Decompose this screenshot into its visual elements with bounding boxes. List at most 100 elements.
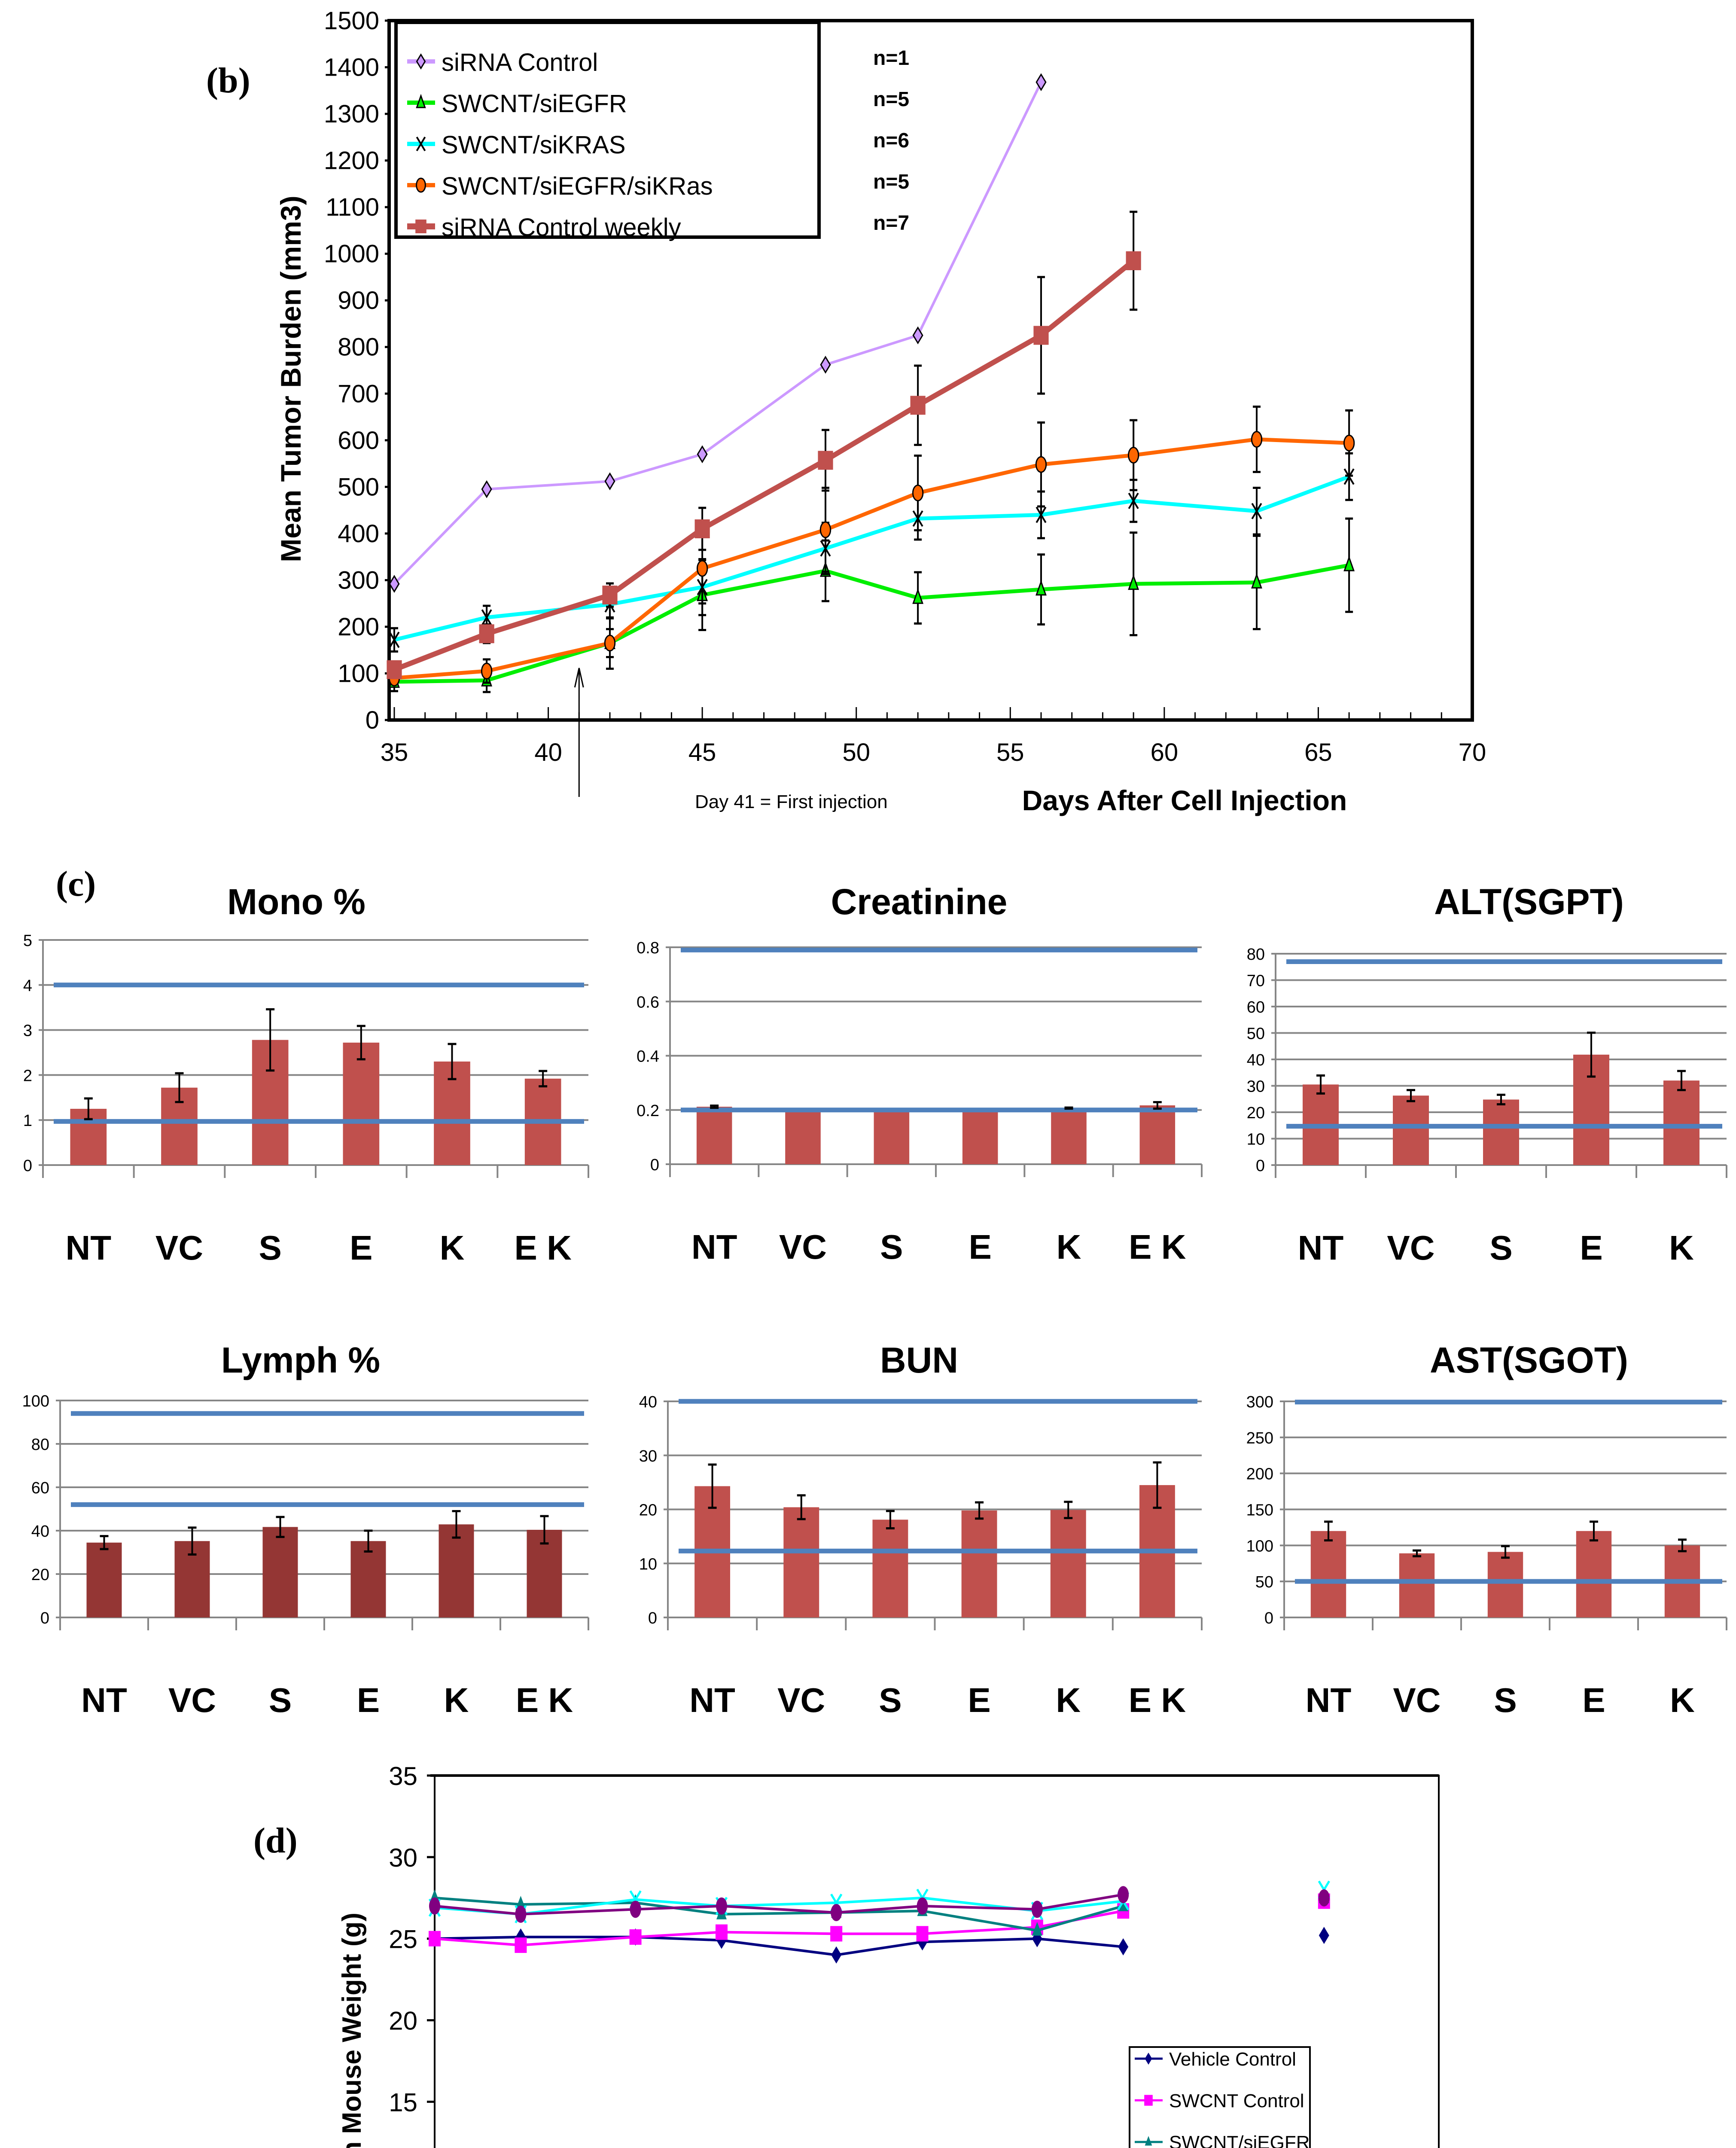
y-tick-label: 10 [639, 1555, 657, 1573]
data-point [1035, 456, 1047, 473]
panel-label-c: (c) [56, 864, 96, 904]
legend-marker-icon [415, 220, 426, 233]
data-point [1036, 73, 1047, 92]
y-tick-label: 30 [1247, 1078, 1265, 1096]
y-tick-label: 150 [1246, 1501, 1273, 1519]
category-label: E [357, 1681, 380, 1719]
category-label: E K [516, 1681, 573, 1719]
bar [1487, 1552, 1523, 1617]
y-tick-label: 30 [639, 1447, 657, 1465]
y-tick-label-d: 20 [389, 2007, 417, 2035]
y-tick-label: 20 [1247, 1104, 1265, 1122]
series-vehicle-control [429, 1927, 1329, 1964]
y-tick-label: 50 [1247, 1025, 1265, 1043]
y-tick-label-d: 25 [389, 1925, 417, 1954]
data-point [912, 588, 924, 604]
category-label: K [1670, 1681, 1695, 1719]
category-label: NT [689, 1681, 735, 1719]
y-tick-label: 20 [31, 1566, 49, 1584]
y-tick-label: 200 [1246, 1465, 1273, 1483]
data-point [629, 1929, 642, 1945]
data-point [1343, 555, 1355, 571]
series-line [434, 1896, 1124, 1916]
data-point [831, 1946, 842, 1964]
data-point [1118, 1897, 1129, 1911]
data-point [481, 609, 492, 626]
legend-b: siRNA Control n=1 SWCNT/siEGFR n=5 SWCNT/siK… [394, 21, 909, 241]
legend-label: SWCNT/siEGFR [1169, 2132, 1310, 2148]
y-tick-label-d: 15 [389, 2088, 417, 2117]
data-point [630, 1901, 641, 1918]
x-tick-label-b: 35 [381, 738, 408, 766]
y-tick-label-b: 900 [338, 287, 379, 314]
subchart-mono-: Mono % 0 1 2 3 4 5 NT VC S E K E K [23, 882, 589, 1267]
data-point [916, 1926, 929, 1942]
category-label: S [1494, 1681, 1517, 1719]
data-point [1319, 1927, 1329, 1944]
y-tick-label: 0.6 [637, 993, 659, 1011]
category-label: NT [66, 1229, 112, 1267]
legend-label: siRNA Control [442, 49, 598, 76]
bar [86, 1542, 122, 1617]
data-point [1128, 574, 1139, 590]
subchart-alt-sgpt-: ALT(SGPT) 0 10 20 30 40 50 60 70 80 NT VC S E K [1247, 882, 1727, 1267]
x-tick-label-b: 50 [842, 738, 870, 766]
category-label: E [968, 1681, 990, 1719]
y-tick-label: 5 [23, 932, 32, 950]
data-point [716, 1897, 727, 1915]
bar [439, 1524, 474, 1617]
y-tick-label-b: 600 [338, 427, 379, 455]
series-line [393, 475, 1350, 642]
data-point [917, 1897, 928, 1915]
y-tick-label-b: 1000 [324, 240, 379, 268]
category-label: VC [777, 1681, 825, 1719]
category-label: E K [1129, 1681, 1186, 1719]
bar [1051, 1108, 1087, 1164]
y-tick-label-b: 100 [338, 659, 379, 687]
data-point [481, 480, 492, 498]
series-swcnt-sikras [389, 452, 1355, 653]
data-point [515, 1937, 527, 1953]
category-label: VC [155, 1229, 203, 1267]
x-tick-label-b: 60 [1151, 738, 1179, 766]
y-tick-label: 0 [23, 1157, 32, 1175]
category-label: VC [168, 1681, 216, 1719]
legend-marker-icon [1144, 2095, 1153, 2106]
subchart-lymph-: Lymph % 0 20 40 60 80 100 NT VC S E K E K [22, 1340, 589, 1719]
series-line [393, 259, 1135, 672]
bar [262, 1527, 298, 1617]
data-point [696, 560, 708, 577]
y-tick-label-b: 1200 [324, 147, 379, 175]
y-tick-label: 40 [1247, 1051, 1265, 1069]
subchart-title: Lymph % [221, 1340, 380, 1380]
data-point [830, 1926, 843, 1942]
y-tick-label: 0 [650, 1156, 659, 1174]
category-label: E [969, 1228, 991, 1266]
bar [785, 1110, 821, 1164]
legend-marker-icon [416, 136, 426, 152]
bar [1483, 1099, 1519, 1165]
subchart-ast-sgot-: AST(SGOT) 0 50 100 150 200 250 300 NT VC S E K [1246, 1340, 1727, 1719]
n-label: n=5 [873, 88, 909, 111]
y-tick-label-b: 1300 [324, 100, 379, 128]
x-tick-label-b: 70 [1459, 738, 1486, 766]
series-line [434, 1896, 1124, 1932]
legend-label: SWCNT/siKRAS [442, 131, 626, 159]
data-point [1033, 326, 1049, 345]
legend-marker-icon [416, 177, 426, 193]
subchart-title: Mono % [227, 882, 365, 922]
series-swcnt-control [429, 1893, 1330, 1953]
y-tick-label: 40 [639, 1393, 657, 1411]
data-point [602, 586, 618, 605]
data-point [515, 1905, 527, 1923]
panel-c: (c) Mono % 0 1 2 3 4 5 NT VC S E K E K Creatinine 0 0.2 0… [22, 864, 1727, 1719]
category-label: K [1669, 1229, 1694, 1267]
category-label: K [440, 1229, 465, 1267]
category-label: E K [514, 1229, 572, 1267]
subchart-creatinine: Creatinine 0 0.2 0.4 0.6 0.8 NT VC S E K E K [637, 882, 1203, 1266]
data-point [1251, 431, 1263, 448]
data-point [1036, 506, 1047, 523]
legend-marker-icon [416, 94, 426, 108]
y-tick-label-b: 0 [365, 706, 379, 734]
y-tick-label: 40 [31, 1523, 49, 1541]
